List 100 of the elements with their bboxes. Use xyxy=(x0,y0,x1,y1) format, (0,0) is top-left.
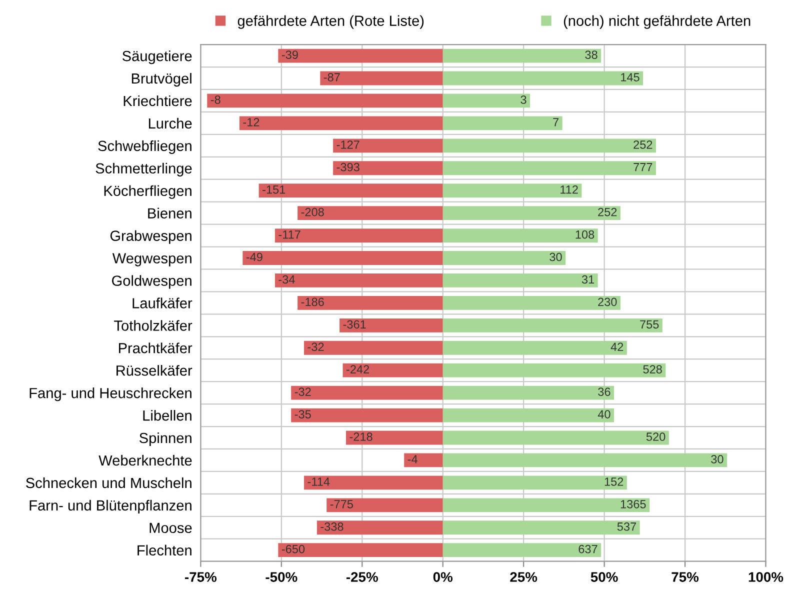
y-tick-label: Köcherfliegen xyxy=(104,185,192,199)
annotation: 1365 xyxy=(620,500,646,508)
annotation: 40 xyxy=(598,410,610,418)
bar xyxy=(242,251,443,265)
bar xyxy=(442,543,602,558)
annotation: 36 xyxy=(598,388,610,396)
annotation: 520 xyxy=(646,432,666,441)
annotation: -87 xyxy=(324,73,340,82)
y-tick-label: Wegwespen xyxy=(112,253,192,266)
annotation: 152 xyxy=(604,478,624,486)
bar xyxy=(304,340,443,355)
annotation: -39 xyxy=(282,50,298,59)
annotation: 31 xyxy=(582,275,594,284)
bar xyxy=(274,228,443,242)
bar xyxy=(442,340,627,355)
annotation: -127 xyxy=(336,140,360,149)
bar xyxy=(333,161,443,176)
y-tick-label: Flechten xyxy=(138,544,192,556)
bar xyxy=(404,453,443,468)
y-tick-label: Rüsselkäfer xyxy=(116,365,192,376)
annotation: -12 xyxy=(243,118,260,126)
bar xyxy=(442,274,598,288)
y-tick-label: Farn- und Blütenpflanzen xyxy=(30,500,192,514)
bar xyxy=(442,498,650,512)
annotation: -393 xyxy=(336,162,360,172)
y-tick-label: Brutvögel xyxy=(132,72,192,87)
bar xyxy=(442,71,644,86)
bar xyxy=(442,184,582,198)
bar xyxy=(239,116,443,130)
annotation: 30 xyxy=(711,455,724,464)
annotation: -117 xyxy=(278,230,300,239)
bar xyxy=(442,206,620,220)
x-tick-label: 100% xyxy=(748,572,784,582)
annotation: -35 xyxy=(294,410,311,418)
annotation: -4 xyxy=(408,455,418,464)
bar xyxy=(316,520,443,535)
bar xyxy=(340,318,443,332)
bar xyxy=(442,476,627,490)
bar xyxy=(442,138,656,153)
y-tick-label: Spinnen xyxy=(140,432,192,446)
y-tick-label: Schwebfliegen xyxy=(98,140,192,154)
bar xyxy=(442,116,562,130)
x-tick-label: 50% xyxy=(590,572,618,582)
annotation: -151 xyxy=(262,186,286,194)
annotation: -775 xyxy=(330,500,353,508)
annotation: 108 xyxy=(576,230,594,239)
y-tick-label: Weberknechte xyxy=(98,454,192,466)
x-tick-label: -25% xyxy=(346,572,378,582)
bar xyxy=(207,94,443,108)
bar xyxy=(442,386,614,400)
bar xyxy=(442,453,728,468)
bar xyxy=(442,161,656,176)
bar xyxy=(442,296,620,310)
annotation: -34 xyxy=(278,275,295,284)
annotation: 3 xyxy=(520,96,526,104)
y-tick-label: Laufkäfer xyxy=(132,298,192,308)
bar xyxy=(278,543,443,558)
bar xyxy=(442,408,614,422)
y-tick-label: Totholzkäfer xyxy=(114,320,192,331)
annotation: -242 xyxy=(346,365,370,374)
annotation: 30 xyxy=(550,252,562,262)
bar xyxy=(333,138,443,153)
y-tick-label: Lurche xyxy=(148,118,192,129)
bar xyxy=(298,206,443,220)
annotation: 7 xyxy=(553,118,559,126)
y-tick-label: Prachtkäfer xyxy=(118,342,192,354)
annotation: 230 xyxy=(598,298,617,306)
bar xyxy=(442,318,662,332)
bar xyxy=(298,296,443,310)
y-tick-label: Grabwespen xyxy=(110,230,192,244)
y-tick-label: Schmetterlinge xyxy=(96,162,192,176)
bar xyxy=(304,476,443,490)
annotation: -361 xyxy=(343,320,366,329)
annotation: -650 xyxy=(282,544,305,554)
bar xyxy=(274,274,443,288)
y-tick-label: Schnecken und Muscheln xyxy=(26,477,192,488)
bar xyxy=(346,430,443,445)
x-tick-label: 0% xyxy=(433,572,453,582)
annotation: 252 xyxy=(598,208,617,216)
annotation: -208 xyxy=(301,208,324,216)
bar xyxy=(442,251,566,265)
annotation: 637 xyxy=(578,544,598,554)
legend-label: (noch) nicht gefährdete Arten xyxy=(564,15,750,29)
annotation: -186 xyxy=(301,298,324,306)
y-tick-label: Moose xyxy=(150,522,192,534)
annotation: 145 xyxy=(621,73,640,82)
bar xyxy=(291,386,443,400)
bar xyxy=(442,520,640,535)
x-tick-label: -75% xyxy=(185,572,217,582)
annotation: 252 xyxy=(634,140,652,149)
annotation: 777 xyxy=(634,163,652,172)
bar xyxy=(258,184,443,198)
annotation: 537 xyxy=(617,522,636,531)
annotation: 112 xyxy=(560,185,578,194)
y-tick-label: Bienen xyxy=(148,208,192,218)
annotation: -8 xyxy=(210,96,220,104)
bar xyxy=(442,363,666,378)
legend-label: gefährdete Arten (Rote Liste) xyxy=(238,15,424,29)
annotation: -32 xyxy=(294,388,311,396)
y-tick-label: Libellen xyxy=(143,410,192,421)
